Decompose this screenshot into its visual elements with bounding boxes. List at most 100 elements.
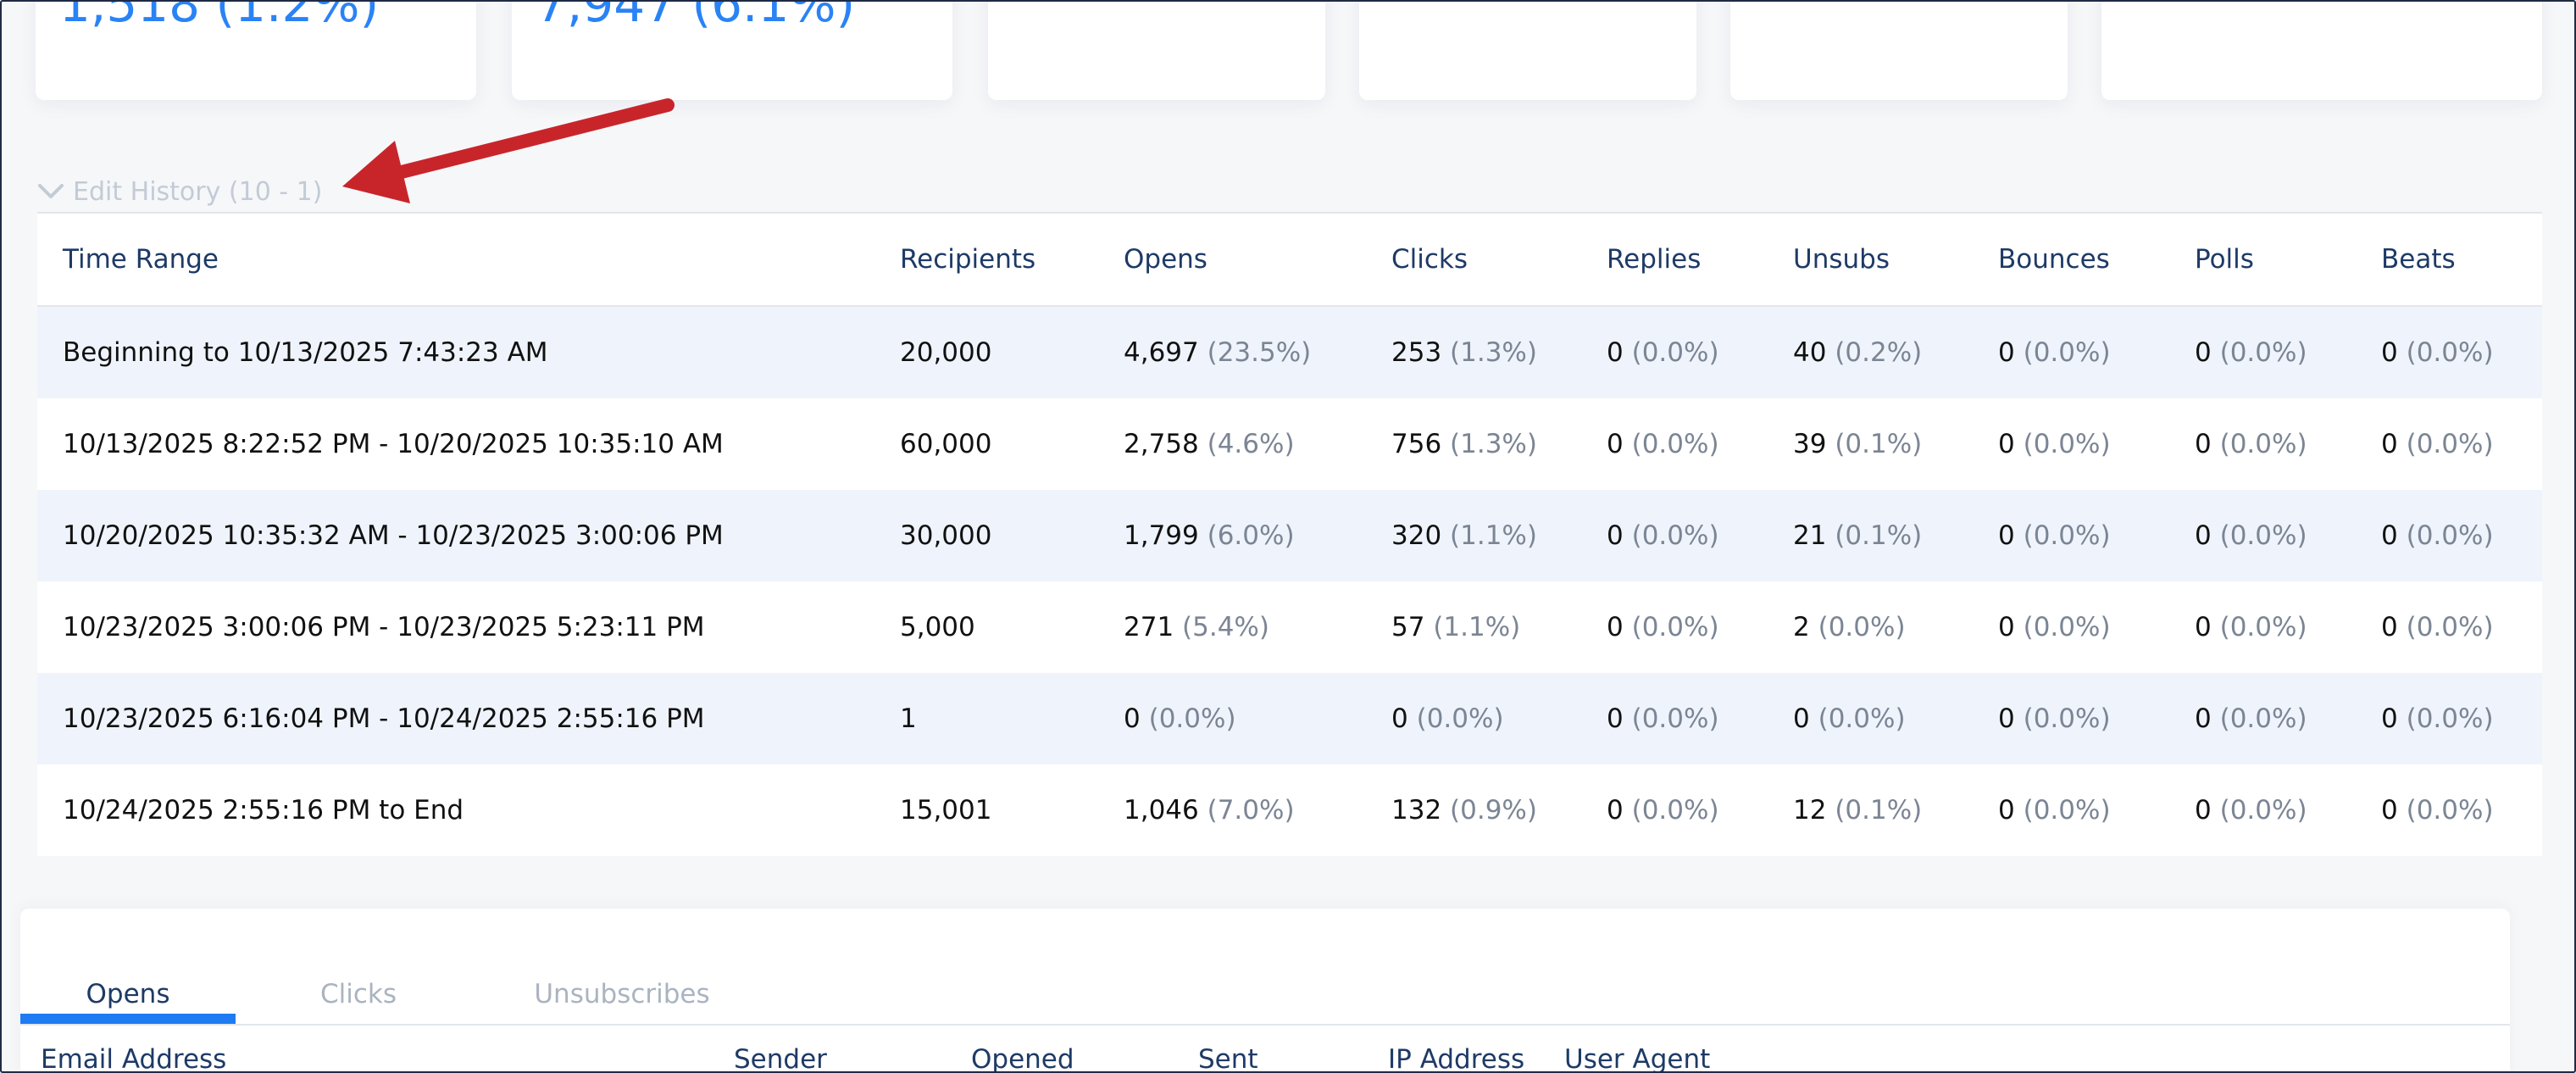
cell-percent: (0.0%) — [2023, 703, 2111, 734]
cell-time-range: 10/20/2025 10:35:32 AM - 10/23/2025 3:00… — [63, 490, 724, 581]
stat-card-2: 7,947 (6.1%) — [512, 0, 952, 100]
cell-percent: (0.9%) — [1450, 795, 1537, 826]
stat-card-5 — [1730, 2, 2068, 100]
col-recipients[interactable]: Recipients — [900, 244, 1036, 275]
cell-percent: (0.0%) — [2219, 795, 2307, 826]
divider — [37, 212, 2542, 214]
cell-percent: (0.0%) — [1631, 795, 1719, 826]
cell-recipients: 30,000 — [900, 490, 991, 581]
cell-value: 253 — [1391, 337, 1442, 368]
cell-clicks: 0 (0.0%) — [1391, 673, 1504, 764]
col-bounces[interactable]: Bounces — [1998, 244, 2110, 275]
col-beats[interactable]: Beats — [2381, 244, 2456, 275]
table-row[interactable]: 10/24/2025 2:55:16 PM to End 15,001 1,046 … — [37, 764, 2542, 856]
col-opened[interactable]: Opened — [971, 1044, 1074, 1073]
cell-replies: 0 (0.0%) — [1607, 490, 1719, 581]
cell-percent: (7.0%) — [1207, 795, 1295, 826]
cell-polls: 0 (0.0%) — [2195, 398, 2307, 490]
cell-percent: (4.6%) — [1207, 429, 1295, 459]
cell-value: 0 — [1607, 795, 1624, 826]
cell-clicks: 132 (0.9%) — [1391, 764, 1537, 856]
cell-value: 0 — [2195, 337, 2212, 368]
cell-percent: (0.0%) — [1631, 429, 1719, 459]
col-user-agent[interactable]: User Agent — [1564, 1044, 1711, 1073]
cell-percent: (0.0%) — [2023, 520, 2111, 551]
cell-percent: (0.0%) — [2406, 703, 2494, 734]
cell-unsubs: 40 (0.2%) — [1793, 307, 1922, 398]
cell-percent: (0.0%) — [1631, 520, 1719, 551]
cell-value: 5,000 — [900, 612, 975, 642]
cell-opens: 1,799 (6.0%) — [1124, 490, 1295, 581]
cell-value: 1,799 — [1124, 520, 1199, 551]
cell-value: 0 — [2381, 612, 2398, 642]
cell-percent: (0.0%) — [2406, 612, 2494, 642]
cell-replies: 0 (0.0%) — [1607, 307, 1719, 398]
cell-polls: 0 (0.0%) — [2195, 764, 2307, 856]
tab-clicks[interactable]: Clicks — [319, 979, 397, 1009]
cell-value: 40 — [1793, 337, 1827, 368]
stat-card-1: 1,518 (1.2%) — [36, 2, 476, 100]
cell-value: 0 — [2195, 429, 2212, 459]
cell-value: 0 — [1607, 429, 1624, 459]
cell-replies: 0 (0.0%) — [1607, 673, 1719, 764]
col-time-range[interactable]: Time Range — [63, 244, 219, 275]
cell-opens: 0 (0.0%) — [1124, 673, 1236, 764]
cell-percent: (5.4%) — [1182, 612, 1269, 642]
cell-value: 320 — [1391, 520, 1442, 551]
col-sent[interactable]: Sent — [1198, 1044, 1258, 1073]
edit-history-table: Time Range Recipients Opens Clicks Repli… — [37, 214, 2542, 856]
cell-value: 10/13/2025 8:22:52 PM - 10/20/2025 10:35… — [63, 429, 724, 459]
tab-unsubscribes[interactable]: Unsubscribes — [534, 979, 710, 1009]
col-replies[interactable]: Replies — [1607, 244, 1702, 275]
col-sender[interactable]: Sender — [734, 1044, 827, 1073]
stat-card-6 — [2101, 2, 2542, 100]
cell-percent: (0.0%) — [1631, 612, 1719, 642]
cell-percent: (0.0%) — [1818, 612, 1906, 642]
cell-recipients: 5,000 — [900, 581, 975, 673]
col-opens[interactable]: Opens — [1124, 244, 1208, 275]
cell-value: 10/20/2025 10:35:32 AM - 10/23/2025 3:00… — [63, 520, 724, 551]
cell-time-range: 10/23/2025 3:00:06 PM - 10/23/2025 5:23:… — [63, 581, 705, 673]
cell-percent: (0.0%) — [2023, 795, 2111, 826]
cell-time-range: 10/23/2025 6:16:04 PM - 10/24/2025 2:55:… — [63, 673, 705, 764]
cell-time-range: 10/13/2025 8:22:52 PM - 10/20/2025 10:35… — [63, 398, 724, 490]
cell-value: 0 — [1793, 703, 1810, 734]
cell-value: 0 — [2381, 703, 2398, 734]
cell-percent: (0.1%) — [1835, 795, 1923, 826]
chevron-down-icon — [37, 182, 64, 201]
cell-value: 0 — [1607, 520, 1624, 551]
cell-percent: (0.0%) — [2219, 703, 2307, 734]
cell-unsubs: 2 (0.0%) — [1793, 581, 1906, 673]
annotation-arrow — [342, 98, 675, 203]
cell-beats: 0 (0.0%) — [2381, 307, 2494, 398]
cell-percent: (0.0%) — [2219, 337, 2307, 368]
table-row[interactable]: Beginning to 10/13/2025 7:43:23 AM 20,000… — [37, 307, 2542, 398]
cell-value: 2,758 — [1124, 429, 1199, 459]
activity-panel: Opens Clicks Unsubscribes Email Address … — [20, 909, 2510, 1073]
tab-opens[interactable]: Opens — [86, 979, 170, 1009]
cell-beats: 0 (0.0%) — [2381, 398, 2494, 490]
cell-replies: 0 (0.0%) — [1607, 581, 1719, 673]
cell-value: 20,000 — [900, 337, 992, 368]
cell-unsubs: 12 (0.1%) — [1793, 764, 1922, 856]
table-row[interactable]: 10/23/2025 3:00:06 PM - 10/23/2025 5:23:… — [37, 581, 2542, 673]
col-ip-address[interactable]: IP Address — [1388, 1044, 1525, 1073]
table-row[interactable]: 10/23/2025 6:16:04 PM - 10/24/2025 2:55:… — [37, 673, 2542, 764]
edit-history-toggle[interactable]: Edit History (10 - 1) — [37, 173, 322, 210]
cell-value: 60,000 — [900, 429, 992, 459]
stat-value: 7,947 (6.1%) — [536, 0, 856, 33]
cell-polls: 0 (0.0%) — [2195, 581, 2307, 673]
col-unsubs[interactable]: Unsubs — [1793, 244, 1890, 275]
table-row[interactable]: 10/13/2025 8:22:52 PM - 10/20/2025 10:35… — [37, 398, 2542, 490]
cell-percent: (0.1%) — [1835, 520, 1923, 551]
cell-bounces: 0 (0.0%) — [1998, 307, 2111, 398]
col-email-address[interactable]: Email Address — [41, 1044, 227, 1073]
cell-bounces: 0 (0.0%) — [1998, 398, 2111, 490]
cell-percent: (0.0%) — [2219, 612, 2307, 642]
table-row[interactable]: 10/20/2025 10:35:32 AM - 10/23/2025 3:00… — [37, 490, 2542, 581]
col-polls[interactable]: Polls — [2195, 244, 2254, 275]
cell-beats: 0 (0.0%) — [2381, 490, 2494, 581]
cell-value: Beginning to 10/13/2025 7:43:23 AM — [63, 337, 548, 368]
col-clicks[interactable]: Clicks — [1391, 244, 1468, 275]
cell-value: 0 — [1998, 795, 2015, 826]
